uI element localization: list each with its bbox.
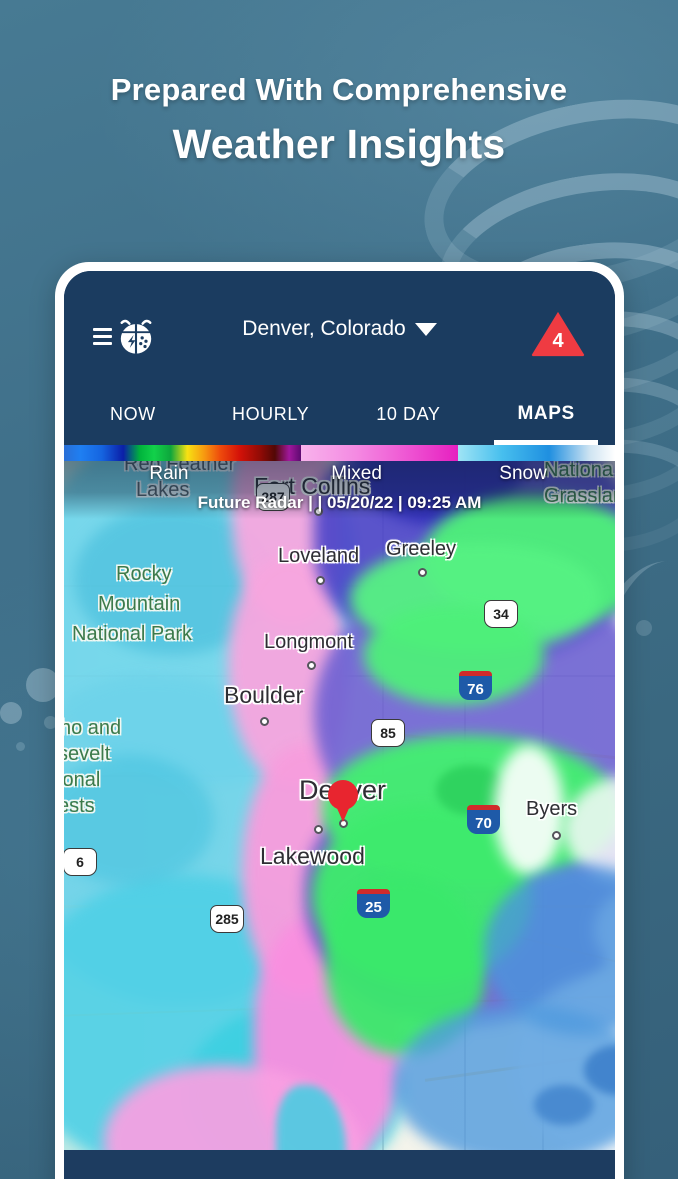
- precipitation-legend-bar: [64, 445, 615, 461]
- legend-label-mixed: Mixed: [331, 463, 382, 484]
- app-tab-bar: NOW HOURLY 10 DAY MAPS: [64, 383, 615, 445]
- bubble-decoration: [636, 620, 652, 636]
- bubble-decoration: [26, 668, 60, 702]
- highway-shield-i-25: 25: [357, 889, 390, 918]
- alert-triangle-icon[interactable]: 4: [531, 310, 585, 358]
- city-label-boulder: Boulder: [224, 682, 304, 708]
- alert-count: 4: [552, 330, 564, 352]
- city-label-byers: Byers: [526, 798, 578, 820]
- pin-tip: [333, 799, 353, 822]
- city-label-loveland: Loveland: [278, 545, 360, 567]
- legend-gradient-rain: [64, 445, 301, 461]
- highway-shield-us-85: 85: [371, 719, 405, 747]
- bubble-decoration: [44, 716, 57, 729]
- city-dot-greeley: [418, 568, 427, 577]
- highway-shield-us-34: 34: [484, 600, 518, 628]
- current-location-pin-icon[interactable]: [328, 780, 358, 822]
- legend-label-rain: Rain: [149, 463, 189, 484]
- radar-map[interactable]: Rain Mixed Snow Future Radar | | 05/20/2…: [64, 445, 615, 1150]
- radar-timestamp: Future Radar | | 05/20/22 | 09:25 AM: [197, 493, 482, 512]
- promo-headline: Prepared With Comprehensive Weather Insi…: [0, 72, 678, 168]
- location-selector[interactable]: Denver, Colorado: [64, 317, 615, 341]
- highway-shield-us-6: 6: [64, 848, 97, 876]
- area-label-arnf-1: ho and: [64, 717, 122, 739]
- city-dot-byers: [552, 831, 561, 840]
- tab-now[interactable]: NOW: [109, 403, 156, 424]
- area-label-arnf-2: sevelt: [64, 743, 111, 765]
- menu-and-logo-group[interactable]: [93, 317, 157, 355]
- hamburger-menu-icon[interactable]: [93, 327, 112, 345]
- headline-line-2: Weather Insights: [172, 121, 506, 167]
- tab-maps[interactable]: MAPS: [477, 383, 615, 445]
- highway-shield-us-285: 285: [210, 905, 244, 933]
- legend-label-snow: Snow: [499, 463, 547, 484]
- area-label-arnf-3: ional: [64, 769, 101, 791]
- area-label-rmnp-3: National Park: [72, 623, 193, 645]
- legend-gradient-mixed: [300, 445, 458, 461]
- area-label-rmnp-1: Rocky: [116, 563, 172, 585]
- highway-shield-i-76: 76: [459, 671, 492, 700]
- app-header: Denver, Colorado 4: [64, 271, 615, 383]
- bubble-decoration: [0, 702, 22, 724]
- city-dot-boulder: [260, 717, 269, 726]
- city-label-longmont: Longmont: [264, 631, 353, 653]
- city-dot-lakewood: [314, 825, 323, 834]
- area-label-arnf-4: ests: [64, 795, 95, 817]
- area-label-rmnp-2: Mountain: [98, 593, 181, 615]
- city-dot-longmont: [307, 661, 316, 670]
- legend-gradient-snow: [457, 445, 615, 461]
- tab-hourly[interactable]: HOURLY: [231, 403, 310, 424]
- city-label-greeley: Greeley: [386, 538, 457, 560]
- weatherbug-logo-icon[interactable]: [115, 317, 157, 355]
- chevron-down-icon[interactable]: [414, 322, 437, 336]
- headline-line-1: Prepared With Comprehensive: [110, 72, 568, 107]
- city-dot-loveland: [316, 576, 325, 585]
- tab-10-day[interactable]: 10 DAY: [376, 403, 441, 424]
- app-screen: Denver, Colorado 4 NOW HOURLY 10 DAY MAP…: [64, 271, 615, 1179]
- legend-labels: Rain Mixed Snow: [64, 463, 615, 497]
- city-label-lakewood: Lakewood: [260, 843, 365, 869]
- phone-mockup: Denver, Colorado 4 NOW HOURLY 10 DAY MAP…: [55, 262, 624, 1179]
- location-name[interactable]: Denver, Colorado: [242, 317, 406, 340]
- bubble-decoration: [16, 742, 25, 751]
- highway-shield-i-70: 70: [467, 805, 500, 834]
